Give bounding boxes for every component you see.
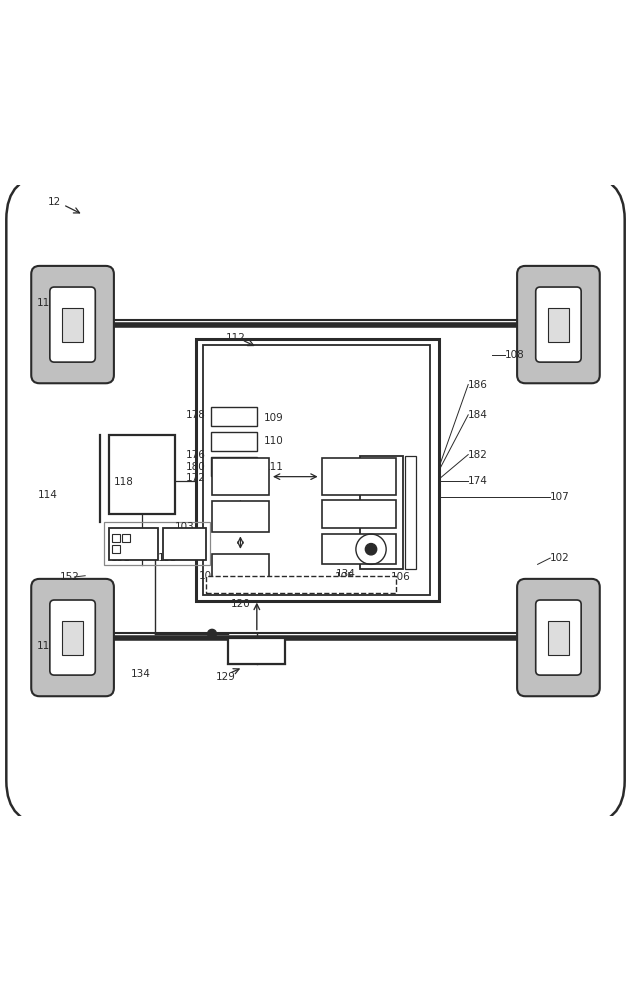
FancyBboxPatch shape: [50, 287, 95, 362]
Text: 151: 151: [111, 553, 131, 563]
Bar: [112, 534, 120, 542]
Text: 111: 111: [264, 462, 283, 472]
Text: 112: 112: [226, 333, 245, 343]
Text: 129: 129: [216, 672, 235, 682]
Bar: [228, 638, 285, 664]
Text: 130: 130: [247, 646, 267, 656]
Bar: [322, 534, 396, 564]
Bar: [109, 435, 175, 514]
Text: 12: 12: [47, 197, 61, 207]
Text: 120: 120: [230, 599, 250, 609]
Bar: [548, 308, 569, 342]
Text: 134: 134: [336, 569, 355, 579]
Text: 180: 180: [186, 462, 206, 472]
Text: 102: 102: [550, 553, 570, 563]
Bar: [109, 528, 158, 560]
Bar: [212, 501, 269, 532]
FancyBboxPatch shape: [32, 266, 114, 383]
FancyBboxPatch shape: [517, 266, 599, 383]
FancyBboxPatch shape: [517, 579, 599, 696]
Text: 134: 134: [131, 669, 151, 679]
Text: 150: 150: [128, 540, 148, 550]
Text: 116: 116: [37, 641, 56, 651]
Bar: [322, 500, 396, 528]
FancyBboxPatch shape: [50, 600, 95, 675]
Text: 104: 104: [199, 571, 218, 581]
Circle shape: [208, 629, 216, 638]
Bar: [211, 432, 257, 451]
Text: 116: 116: [544, 298, 563, 308]
Text: 176: 176: [186, 450, 206, 460]
Text: 153: 153: [158, 553, 177, 563]
Bar: [62, 621, 83, 655]
Text: 108: 108: [505, 350, 524, 360]
Bar: [196, 339, 439, 601]
Bar: [122, 534, 130, 542]
Text: 106: 106: [391, 572, 411, 582]
Bar: [112, 545, 120, 553]
Text: 172: 172: [186, 473, 206, 483]
Text: 110: 110: [264, 436, 283, 446]
Bar: [163, 528, 206, 560]
Bar: [360, 456, 403, 569]
Text: 182: 182: [468, 450, 488, 460]
FancyBboxPatch shape: [32, 579, 114, 696]
Text: 116: 116: [37, 298, 56, 308]
Text: 118: 118: [114, 477, 133, 487]
Text: 184: 184: [468, 410, 488, 420]
Circle shape: [365, 544, 377, 555]
Text: 152: 152: [60, 572, 80, 582]
FancyBboxPatch shape: [536, 600, 581, 675]
Bar: [211, 457, 257, 476]
Bar: [212, 554, 269, 582]
Bar: [206, 576, 396, 593]
Text: 186: 186: [468, 380, 488, 390]
Bar: [322, 458, 396, 495]
Text: 114: 114: [38, 490, 57, 500]
Bar: [405, 456, 416, 569]
FancyBboxPatch shape: [6, 175, 625, 825]
Text: 116: 116: [544, 641, 563, 651]
Bar: [548, 621, 569, 655]
Text: 109: 109: [264, 413, 283, 423]
Bar: [212, 458, 269, 495]
FancyBboxPatch shape: [536, 287, 581, 362]
Text: 174: 174: [468, 476, 488, 486]
Bar: [62, 308, 83, 342]
Text: 103: 103: [175, 522, 194, 532]
Bar: [211, 407, 257, 426]
Bar: [203, 345, 430, 595]
Bar: [104, 522, 210, 565]
Text: 107: 107: [550, 492, 570, 502]
Text: 178: 178: [186, 410, 206, 420]
Text: 105: 105: [334, 572, 354, 582]
Text: 160: 160: [174, 540, 193, 550]
